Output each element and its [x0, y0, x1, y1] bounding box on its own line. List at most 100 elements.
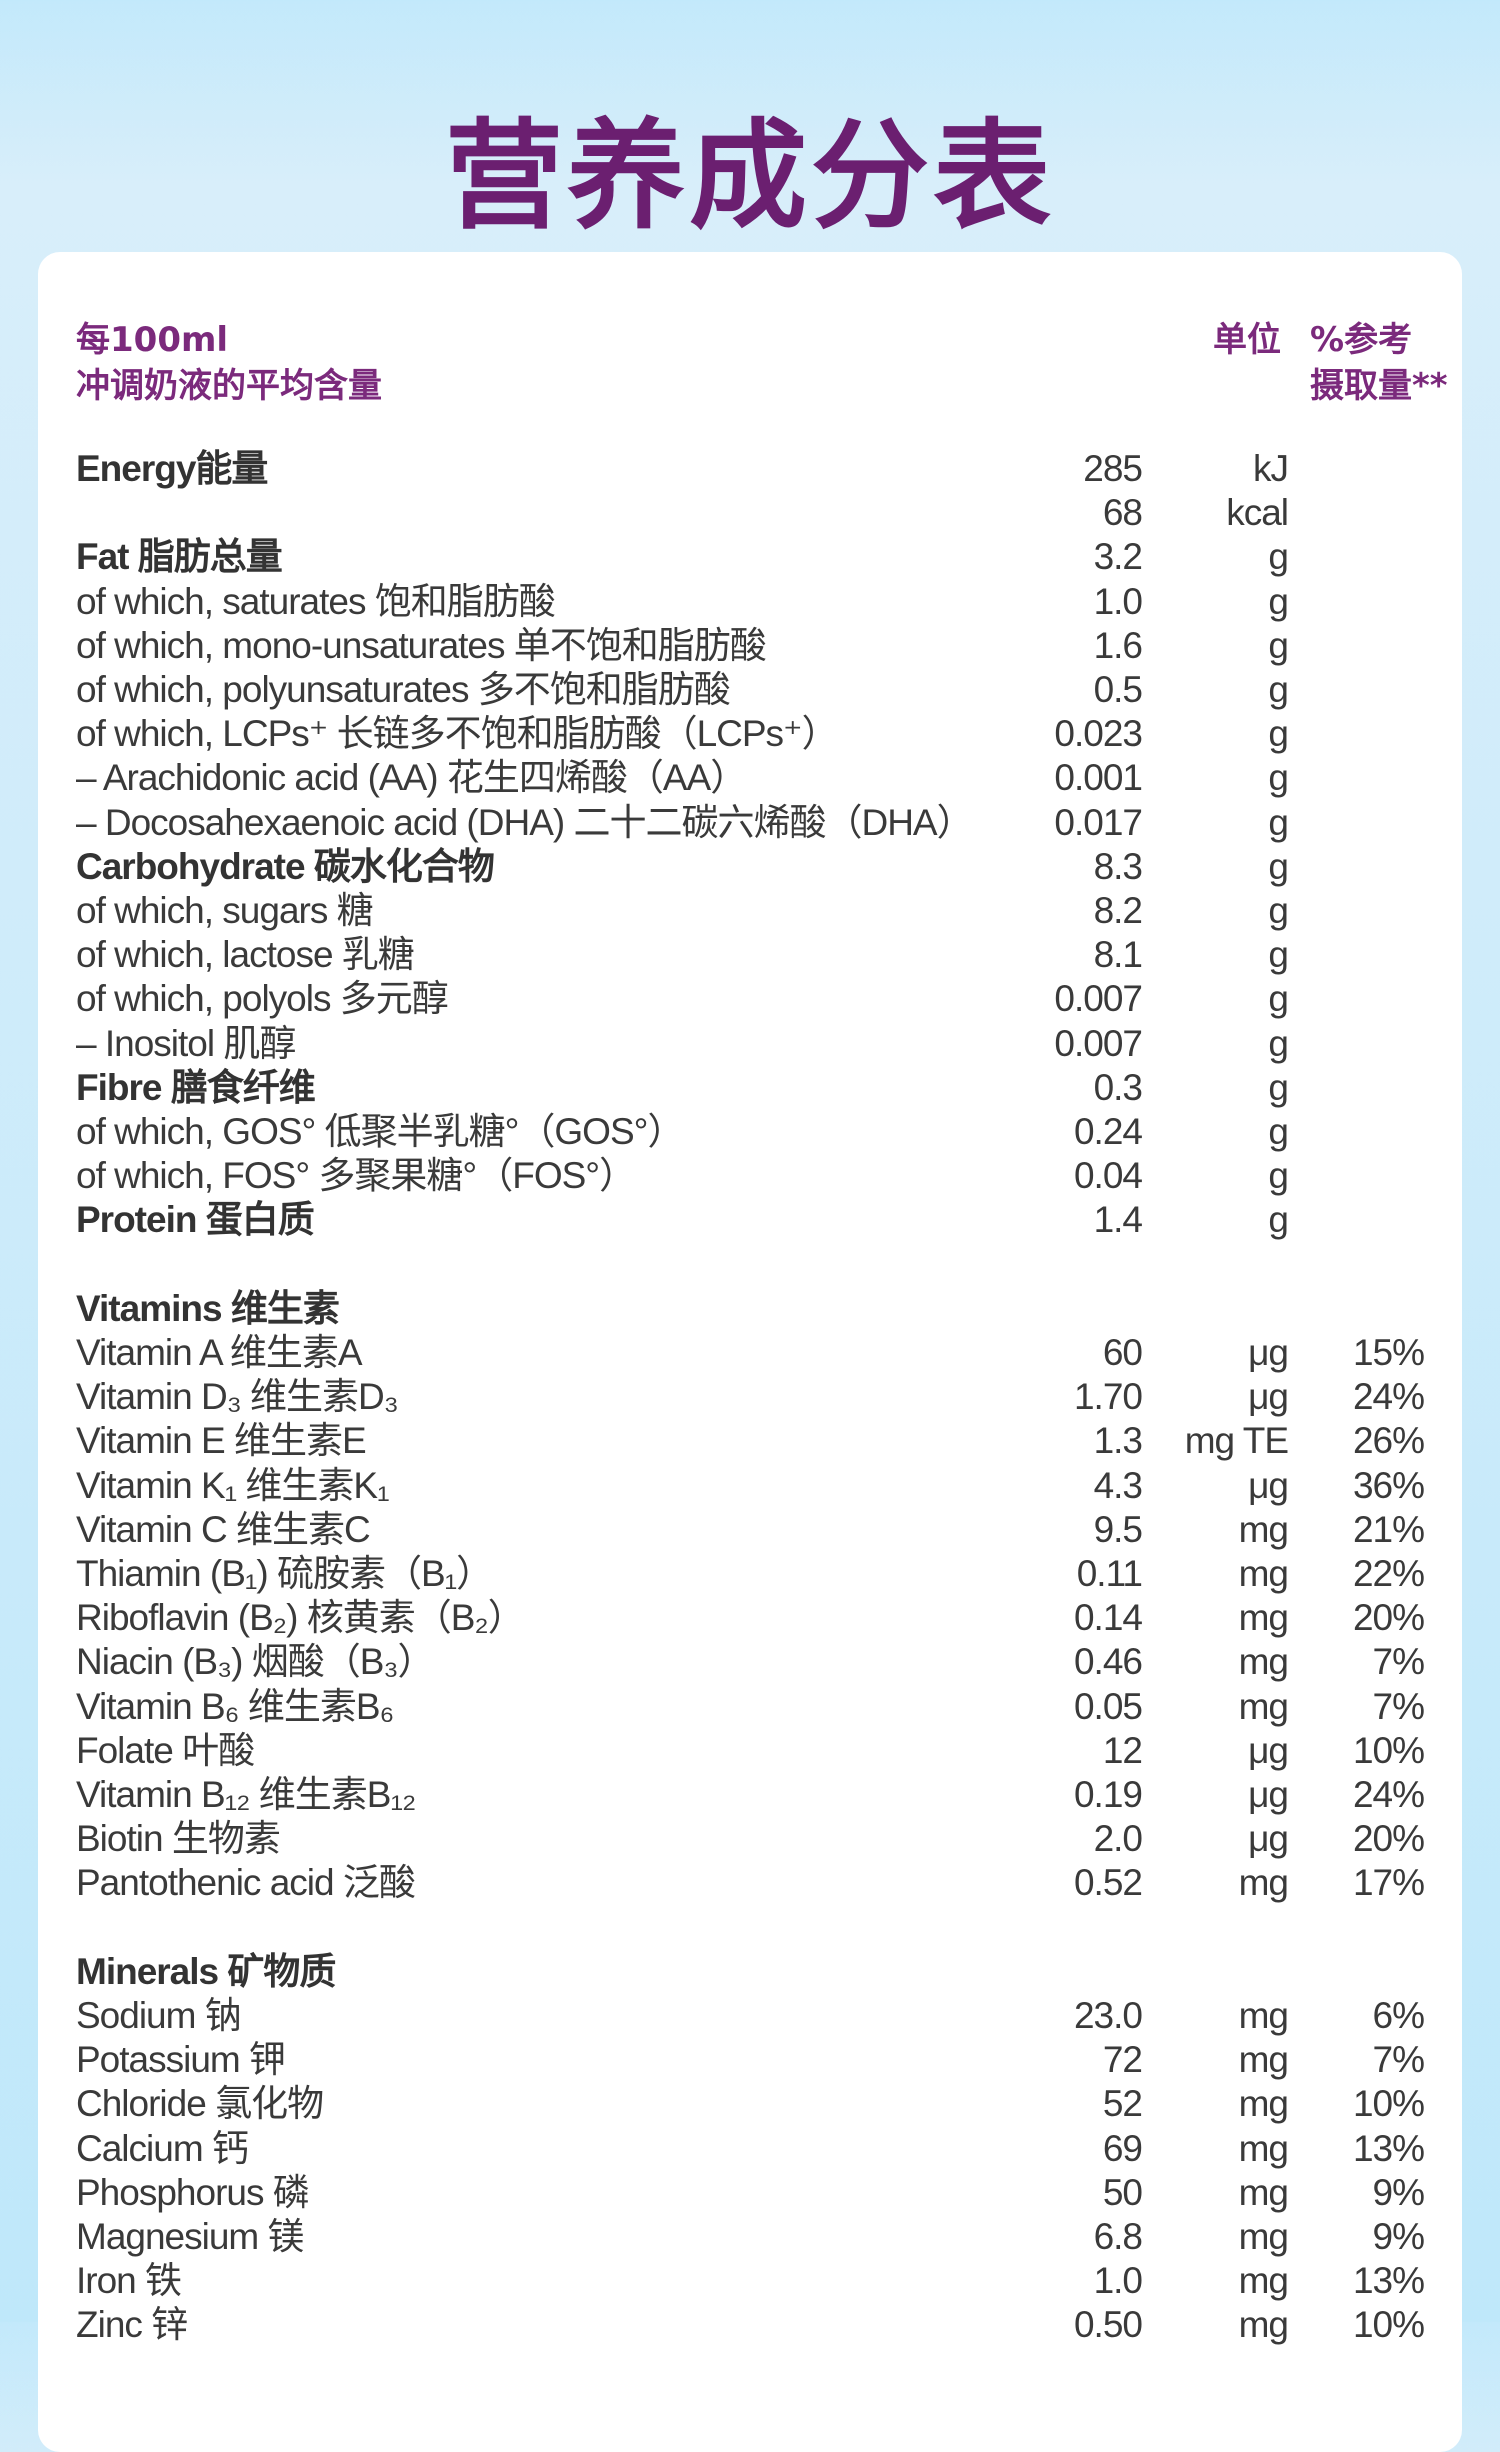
nutrient-value: 0.19 [1073, 1774, 1143, 1815]
nutrient-value: 1.6 [1093, 624, 1143, 666]
nutrient-value: 0.5 [1093, 669, 1143, 710]
nutrient-label: Biotin 生物素 [76, 1818, 281, 1860]
nutrient-label: Sodium 钠 [76, 1995, 242, 2036]
nutrient-label: Carbohydrate 碳水化合物 [76, 845, 495, 887]
nutrient-unit: μg [1248, 1332, 1289, 1373]
nutrient-unit: μg [1248, 1729, 1289, 1771]
nutrient-label: of which, LCPs⁺ 长链多不饱和脂肪酸（LCPs⁺） [76, 713, 839, 755]
reference-intake-pct: 13% [1352, 2260, 1425, 2302]
nutrient-label: – Arachidonic acid (AA) 花生四烯酸（AA） [76, 757, 747, 799]
reference-intake-header: %参考 摄取量** [1310, 317, 1448, 409]
nutrient-label: of which, FOS° 多聚果糖°（FOS°） [76, 1155, 636, 1197]
nutrient-value: 0.023 [1054, 713, 1143, 755]
per-serving-header: 每100ml 冲调奶液的平均含量 [76, 317, 382, 409]
reference-intake-pct: 26% [1352, 1420, 1425, 1462]
nutrient-row: – Inositol 肌醇 0.007 g [38, 1022, 1462, 1066]
nutrient-label: Niacin (B₃) 烟酸（B₃） [76, 1641, 435, 1683]
reference-intake-pct: 9% [1372, 2216, 1425, 2257]
nutrient-unit: mg [1238, 1597, 1289, 1639]
nutrient-row: Potassium 钾 72 mg 7% [38, 2038, 1462, 2082]
nutrient-label: Protein 蛋白质 [76, 1199, 315, 1241]
nutrition-table-card: 每100ml 冲调奶液的平均含量 单位 %参考 摄取量** Energy能量 28… [38, 252, 1462, 2452]
section-row: Vitamins 维生素 [38, 1287, 1462, 1331]
reference-intake-pct: 7% [1372, 1685, 1425, 1727]
nutrient-value: 0.50 [1073, 2304, 1143, 2346]
nutrient-unit: kcal [1226, 492, 1289, 534]
reference-intake-pct: 24% [1352, 1774, 1425, 1815]
nutrient-row: Niacin (B₃) 烟酸（B₃） 0.46 mg 7% [38, 1640, 1462, 1684]
nutrient-unit: g [1268, 934, 1289, 976]
reference-intake-pct: 10% [1352, 1729, 1425, 1771]
nutrient-label: Vitamin D₃ 维生素D₃ [76, 1376, 399, 1418]
section-row: Minerals 矿物质 [38, 1950, 1462, 1994]
per-100ml-label: 每100ml [76, 320, 229, 360]
nutrient-label: Vitamin E 维生素E [76, 1420, 367, 1462]
nutrient-row: Biotin 生物素 2.0 μg 20% [38, 1817, 1462, 1861]
nutrient-unit: g [1268, 669, 1289, 710]
nutrient-value: 0.11 [1076, 1553, 1143, 1594]
nutrient-value: 0.007 [1054, 978, 1143, 1020]
nutrient-value: 52 [1102, 2083, 1143, 2125]
nutrient-unit: mg [1238, 1553, 1289, 1594]
nutrient-value: 6.8 [1093, 2216, 1143, 2257]
nutrient-unit: g [1268, 1111, 1289, 1152]
nutrient-value: 0.05 [1073, 1685, 1143, 1727]
nutrient-unit: mg [1238, 1508, 1289, 1550]
nutrient-label: Phosphorus 磷 [76, 2171, 310, 2213]
nutrient-label: of which, lactose 乳糖 [76, 934, 415, 976]
nutrient-value: 50 [1102, 2171, 1143, 2213]
nutrient-label: Folate 叶酸 [76, 1729, 255, 1771]
nutrient-label: Minerals 矿物质 [76, 1950, 336, 1992]
nutrient-unit: g [1268, 713, 1289, 755]
nutrient-unit: g [1268, 845, 1289, 887]
nutrient-label: Vitamin B₁₂ 维生素B₁₂ [76, 1774, 416, 1815]
section-row: Energy能量 285 kJ [38, 447, 1462, 491]
nutrient-row: Vitamin D₃ 维生素D₃ 1.70 μg 24% [38, 1375, 1462, 1419]
nutrient-label: of which, polyols 多元醇 [76, 978, 449, 1020]
nutrient-row: Pantothenic acid 泛酸 0.52 mg 17% [38, 1861, 1462, 1905]
nutrient-value: 0.46 [1073, 1641, 1143, 1683]
nutrient-value: 0.001 [1054, 757, 1143, 799]
nutrient-label: Vitamin B₆ 维生素B₆ [76, 1685, 394, 1727]
nutrient-row: – Docosahexaenoic acid (DHA) 二十二碳六烯酸（DHA… [38, 801, 1462, 845]
nutrient-row: of which, GOS° 低聚半乳糖°（GOS°） 0.24 g [38, 1110, 1462, 1154]
nutrient-row: Folate 叶酸 12 μg 10% [38, 1729, 1462, 1773]
nutrient-unit: kJ [1253, 448, 1289, 489]
nutrient-unit: μg [1248, 1818, 1289, 1860]
nutrient-value: 1.4 [1093, 1199, 1143, 1241]
nutrient-label: Fibre 膳食纤维 [76, 1066, 316, 1108]
nutrient-label: Riboflavin (B₂) 核黄素（B₂） [76, 1597, 525, 1639]
nutrient-label: of which, saturates 饱和脂肪酸 [76, 580, 556, 622]
nutrient-label: Calcium 钙 [76, 2127, 249, 2169]
nutrient-value: 1.70 [1073, 1376, 1143, 1418]
reference-intake-pct: 21% [1352, 1508, 1425, 1550]
reference-intake-pct: 36% [1352, 1464, 1425, 1506]
nutrient-value: 1.3 [1093, 1420, 1143, 1462]
unit-header: 单位 [1213, 320, 1281, 360]
reference-intake-pct: 6% [1372, 1995, 1425, 2036]
nutrient-value: 0.007 [1054, 1022, 1143, 1064]
nutrient-unit: g [1268, 1155, 1289, 1197]
nutrient-label: Fat 脂肪总量 [76, 536, 283, 578]
nutrient-row: Vitamin C 维生素C 9.5 mg 21% [38, 1508, 1462, 1552]
section-row: Carbohydrate 碳水化合物 8.3 g [38, 845, 1462, 889]
nutrient-unit: g [1268, 978, 1289, 1020]
nutrient-value: 23.0 [1073, 1995, 1143, 2036]
reference-intake-pct: 20% [1352, 1597, 1425, 1639]
nutrient-value: 69 [1102, 2127, 1143, 2169]
nutrient-label: Pantothenic acid 泛酸 [76, 1862, 416, 1904]
nutrient-value: 2.0 [1093, 1818, 1143, 1860]
nutrient-value: 72 [1102, 2039, 1143, 2081]
nutrient-row: of which, sugars 糖 8.2 g [38, 889, 1462, 933]
nutrient-value: 8.1 [1093, 934, 1143, 976]
nutrient-unit: mg [1238, 2304, 1289, 2346]
nutrient-row: Iron 铁 1.0 mg 13% [38, 2259, 1462, 2303]
nutrient-unit: mg [1238, 1641, 1289, 1683]
nutrient-unit: mg TE [1184, 1420, 1289, 1462]
nutrient-unit: g [1268, 536, 1289, 578]
nutrient-label: of which, GOS° 低聚半乳糖°（GOS°） [76, 1111, 684, 1152]
nutrient-row: 68 kcal [38, 491, 1462, 535]
nutrient-value: 9.5 [1093, 1508, 1143, 1550]
nutrient-label: Zinc 锌 [76, 2304, 188, 2346]
nutrient-value: 0.14 [1073, 1597, 1143, 1639]
